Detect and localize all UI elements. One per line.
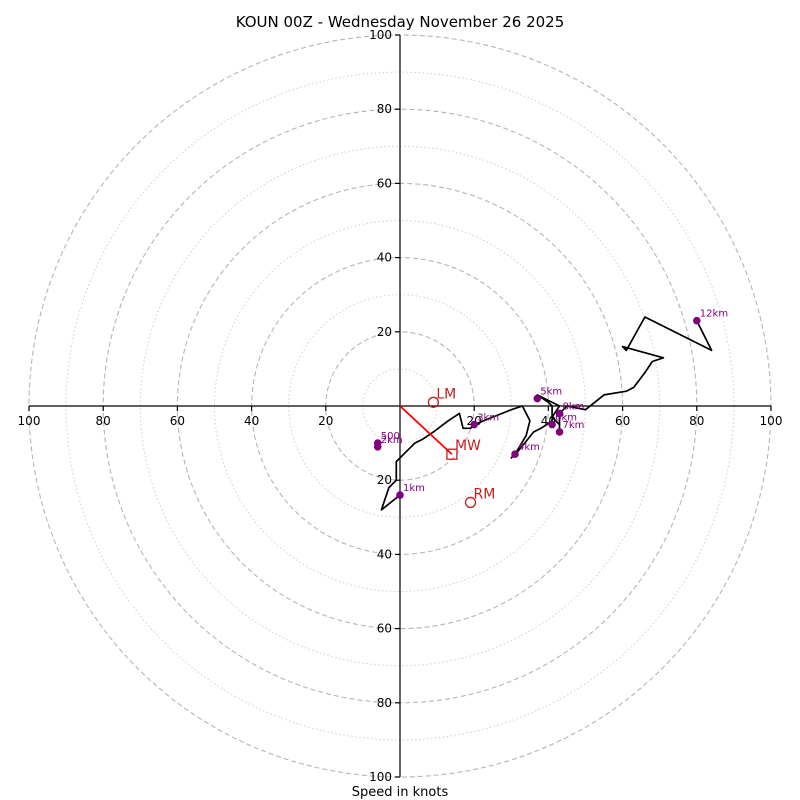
height-label-4km: 4km — [518, 442, 540, 453]
motion-label-RM: RM — [473, 486, 495, 502]
x-tick-label-right-60: 60 — [615, 414, 630, 428]
height-label-1km: 1km — [403, 483, 425, 494]
hodograph-trace-group — [380, 316, 713, 511]
y-tick-label-top-80: 80 — [377, 102, 392, 116]
motion-label-MW: MW — [455, 438, 481, 454]
y-tick-label-top-20: 20 — [377, 325, 392, 339]
x-tick-label-left-60: 60 — [170, 414, 185, 428]
y-tick-label-bottom-60: 60 — [377, 622, 392, 636]
x-tick-label-left-100: 100 — [18, 414, 41, 428]
height-marker-8km — [555, 409, 564, 418]
y-tick-label-bottom-40: 40 — [377, 547, 392, 561]
height-label-12km: 12km — [700, 309, 728, 320]
storm-motions: LM MW RM — [427, 386, 495, 509]
y-tick-label-bottom-20: 20 — [377, 473, 392, 487]
height-marker-1km — [396, 491, 404, 499]
x-axis-label: Speed in knots — [352, 785, 449, 800]
height-label-500: 500 — [381, 431, 400, 442]
height-label-6km: 6km — [555, 413, 577, 424]
height-marker-3km — [470, 420, 479, 429]
y-tick-label-bottom-80: 80 — [377, 696, 392, 710]
height-label-8km: 8km — [563, 401, 585, 412]
x-tick-label-left-20: 20 — [318, 414, 333, 428]
x-tick-label-left-80: 80 — [96, 414, 111, 428]
y-tick-label-top-40: 40 — [377, 251, 392, 265]
height-marker-2km — [373, 443, 382, 451]
height-label-5km: 5km — [540, 387, 562, 398]
height-label-2km: 2km — [381, 435, 403, 446]
hodograph-trace — [380, 316, 713, 511]
height-marker-12km — [693, 316, 701, 325]
motion-label-LM: LM — [436, 386, 456, 402]
motion-marker-RM — [464, 496, 477, 509]
motion-marker-MW — [446, 448, 458, 460]
x-tick-label-right-80: 80 — [689, 414, 704, 428]
x-tick-label-left-40: 40 — [244, 414, 259, 428]
height-label-7km: 7km — [563, 420, 585, 431]
height-marker-7km — [555, 428, 564, 436]
mean-wind-vector — [399, 405, 453, 455]
motion-marker-LM — [427, 396, 440, 408]
chart-title: KOUN 00Z - Wednesday November 26 2025 — [236, 13, 565, 31]
height-marker-5km — [533, 394, 542, 403]
x-tick-label-right-100: 100 — [760, 414, 783, 428]
height-marker-6km — [548, 420, 556, 429]
y-tick-label-bottom-100: 100 — [369, 770, 392, 784]
y-tick-label-top-60: 60 — [377, 176, 392, 190]
height-label-3km: 3km — [477, 413, 499, 424]
y-tick-label-top-100: 100 — [369, 28, 392, 42]
height-marker-4km — [511, 450, 519, 459]
